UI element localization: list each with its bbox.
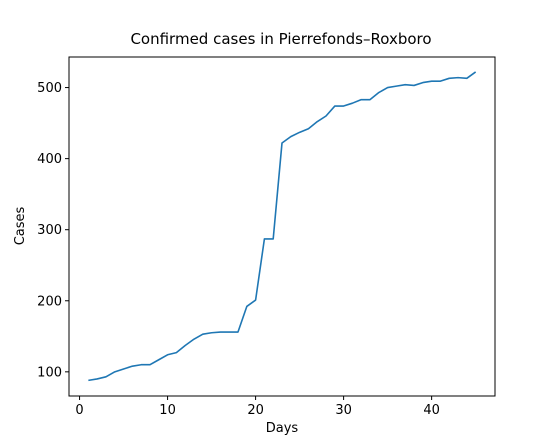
y-tick-label: 400 [37,152,62,167]
x-tick-label: 30 [335,403,352,418]
x-tick-label: 20 [247,403,264,418]
y-tick-label: 500 [37,81,62,96]
x-axis-label: Days [266,421,299,436]
x-tick-label: 10 [159,403,176,418]
y-tick-label: 100 [37,365,62,380]
chart-title: Confirmed cases in Pierrefonds–Roxboro [130,30,431,48]
y-tick-label: 300 [37,223,62,238]
x-tick-label: 0 [75,403,83,418]
y-axis-label: Cases [13,206,28,245]
plot-frame [68,56,496,397]
series-line [88,71,477,382]
x-tick-label: 40 [423,403,440,418]
plot-area [88,71,477,382]
axis-ticks: 0 10 20 30 40 100 200 300 400 500 [37,81,440,418]
y-tick-label: 200 [37,294,62,309]
